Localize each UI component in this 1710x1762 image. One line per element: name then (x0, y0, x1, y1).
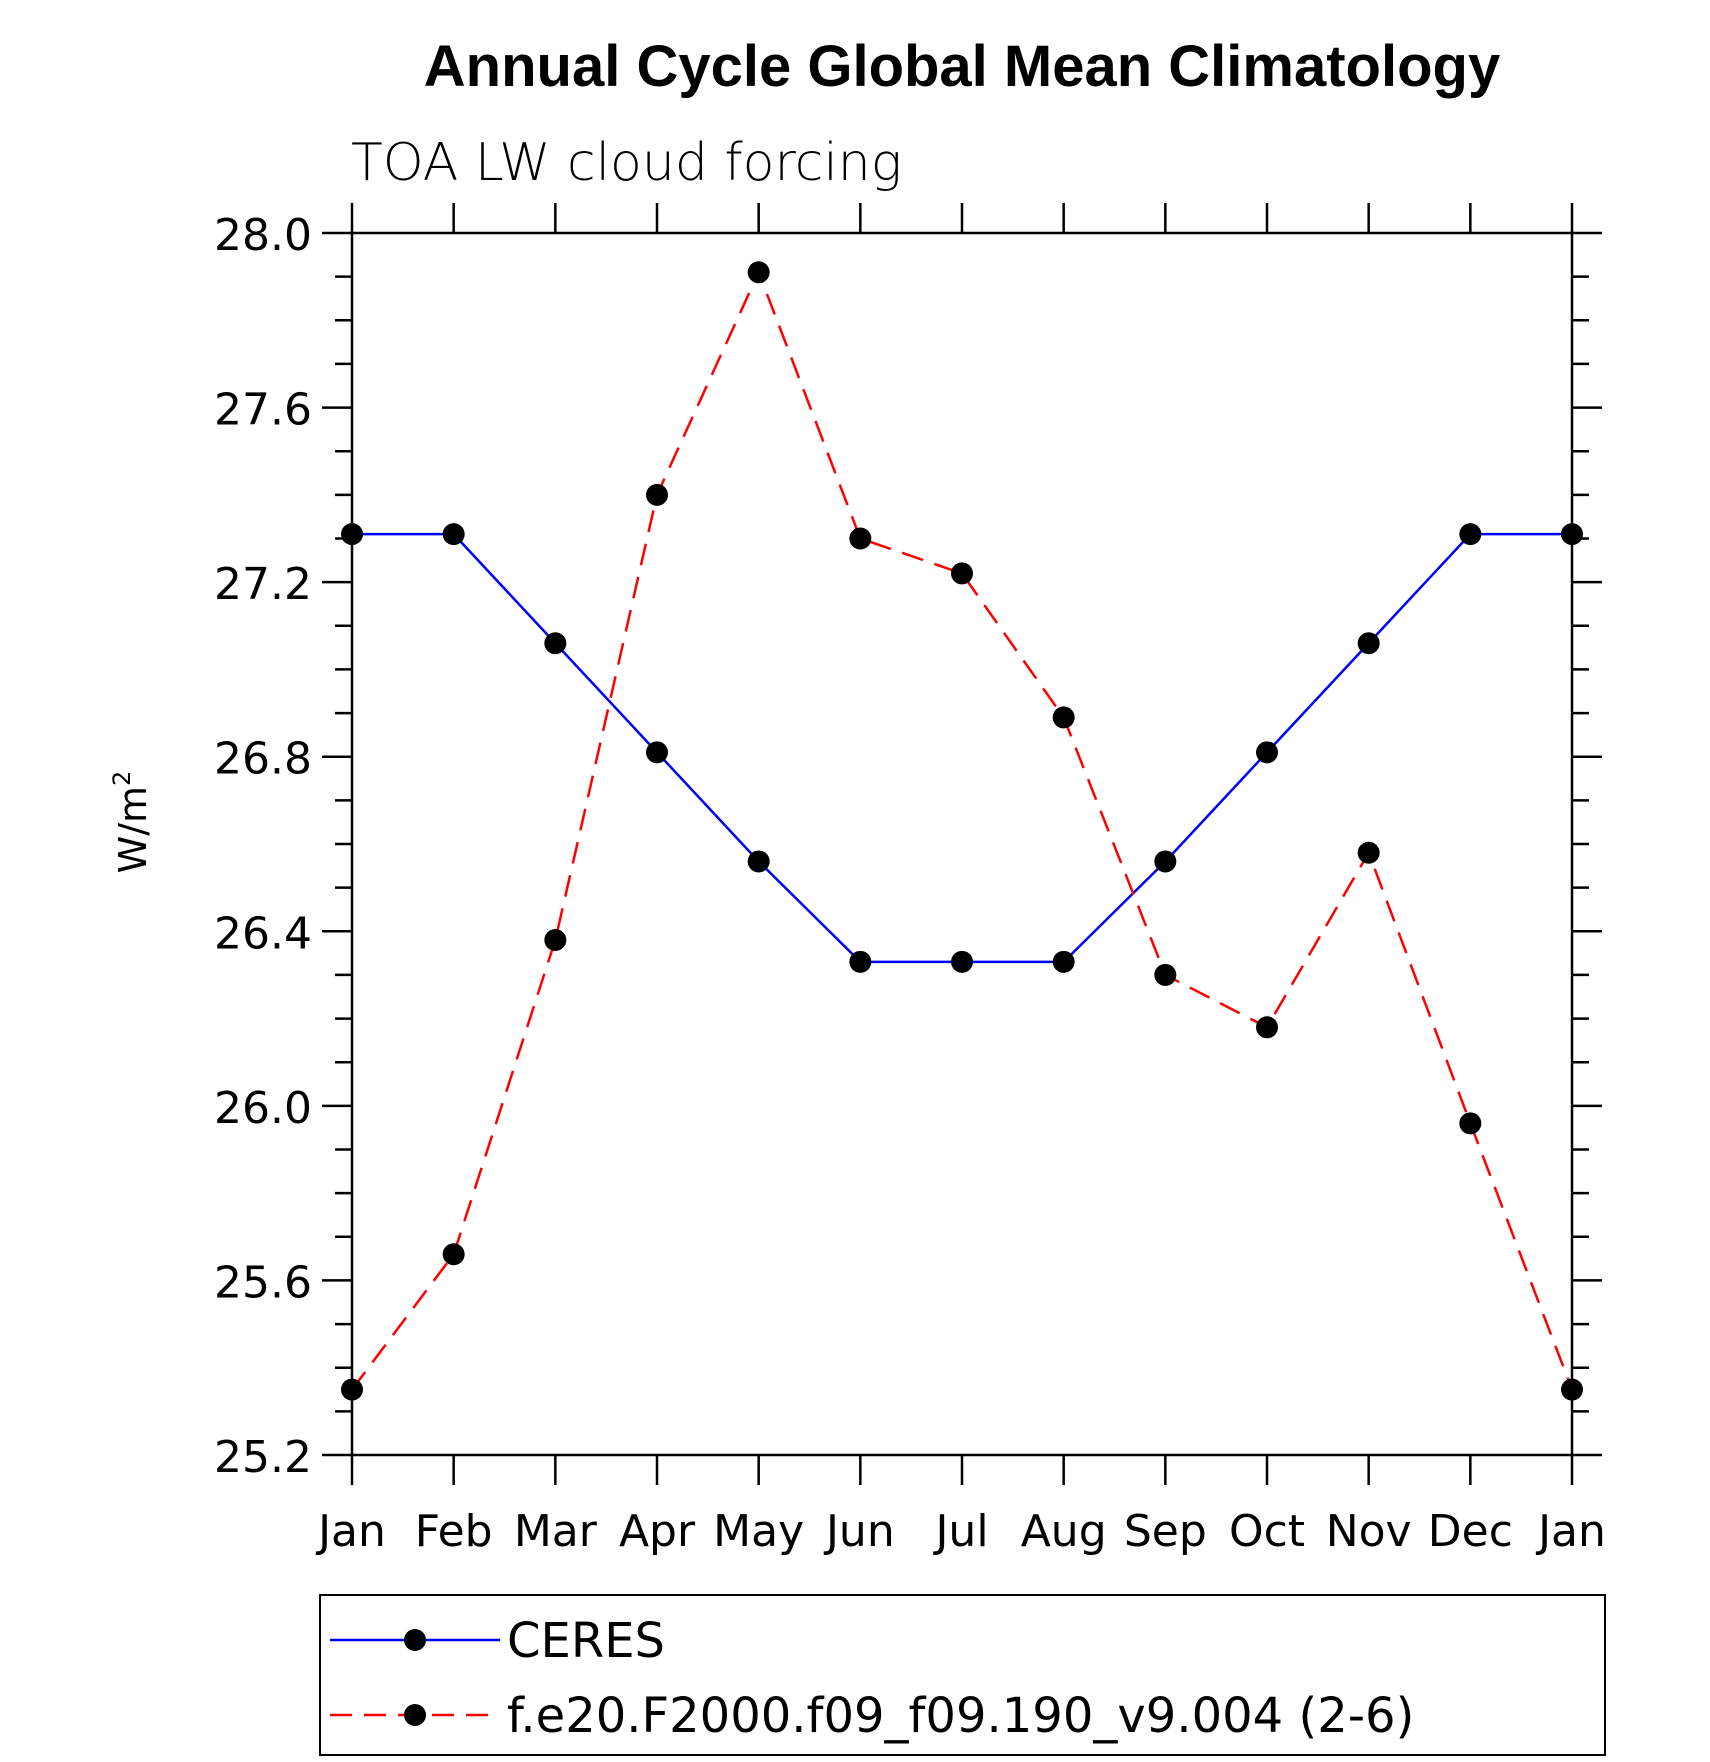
data-point (544, 929, 567, 952)
data-point (1154, 963, 1177, 986)
series-line-2 (351, 269, 1574, 1391)
data-point (442, 1243, 465, 1266)
data-point (849, 950, 872, 973)
legend-items: CERES f.e20.F2000.f09_f09.190_v9.004 (2-6… (330, 1613, 1414, 1744)
series-layer (341, 261, 1583, 1401)
axes: Jan Feb Mar Apr May Jun Jul Aug Sep Oct Nov Dec Jan2… (214, 203, 1606, 1557)
y-axis-label-text: W/m (111, 786, 155, 873)
data-point (442, 523, 465, 546)
data-point (747, 850, 770, 873)
data-point (1357, 632, 1380, 655)
y-axis-label: W/m2 (108, 771, 155, 874)
y-tick-label: 28.0 (214, 210, 312, 261)
data-point (1357, 841, 1380, 864)
data-point (1154, 850, 1177, 873)
x-tick-label: May (713, 1506, 804, 1557)
y-tick-label: 26.0 (214, 1083, 312, 1134)
data-point (646, 741, 668, 764)
data-point (951, 562, 973, 585)
data-point (646, 483, 668, 506)
x-tick-label: Aug (1021, 1506, 1107, 1557)
y-tick-label: 27.2 (214, 559, 312, 610)
data-point (849, 527, 872, 550)
x-tick-label: Feb (415, 1506, 493, 1557)
legend: CERES f.e20.F2000.f09_f09.190_v9.004 (2-6… (319, 1594, 1606, 1756)
x-tick-label: Sep (1124, 1506, 1207, 1557)
y-tick-label: 27.6 (214, 385, 312, 436)
x-tick-label: Jan (1535, 1506, 1606, 1557)
x-tick-label: Jul (932, 1506, 988, 1557)
x-tick-label: Dec (1428, 1506, 1513, 1557)
legend-box (319, 1594, 1606, 1756)
data-point (1052, 706, 1075, 729)
data-point (1561, 523, 1583, 546)
y-tick-label: 25.6 (214, 1257, 312, 1308)
data-point (1256, 741, 1278, 764)
x-tick-label: Apr (619, 1506, 696, 1557)
data-point (951, 950, 973, 973)
x-tick-label: Nov (1326, 1506, 1412, 1557)
legend-marker (404, 1704, 426, 1726)
chart-subtitle: TOA LW cloud forcing (351, 133, 902, 193)
data-point (544, 632, 567, 655)
data-point (1459, 1112, 1482, 1135)
x-tick-label: Jun (823, 1506, 895, 1557)
x-tick-label: Mar (514, 1506, 598, 1557)
data-point (747, 261, 770, 284)
data-point (341, 1378, 363, 1401)
series-line-1 (352, 532, 1572, 964)
data-point (1459, 523, 1482, 546)
x-tick-label: Oct (1229, 1506, 1305, 1557)
data-point (1256, 1016, 1278, 1039)
y-tick-label: 26.8 (214, 734, 312, 785)
y-axis-label-superscript: 2 (108, 771, 136, 786)
x-tick-label: Jan (315, 1506, 386, 1557)
y-tick-label: 25.2 (214, 1432, 312, 1483)
y-tick-label: 26.4 (214, 908, 312, 959)
legend-marker (404, 1629, 426, 1651)
data-point (1561, 1378, 1583, 1401)
plot-frame (350, 231, 1574, 1457)
legend-label-1: CERES (507, 1613, 665, 1669)
data-point (341, 523, 363, 546)
chart-title: Annual Cycle Global Mean Climatology (424, 34, 1500, 99)
legend-label-2: f.e20.F2000.f09_f09.190_v9.004 (2-6) (507, 1688, 1414, 1744)
data-point (1052, 950, 1075, 973)
